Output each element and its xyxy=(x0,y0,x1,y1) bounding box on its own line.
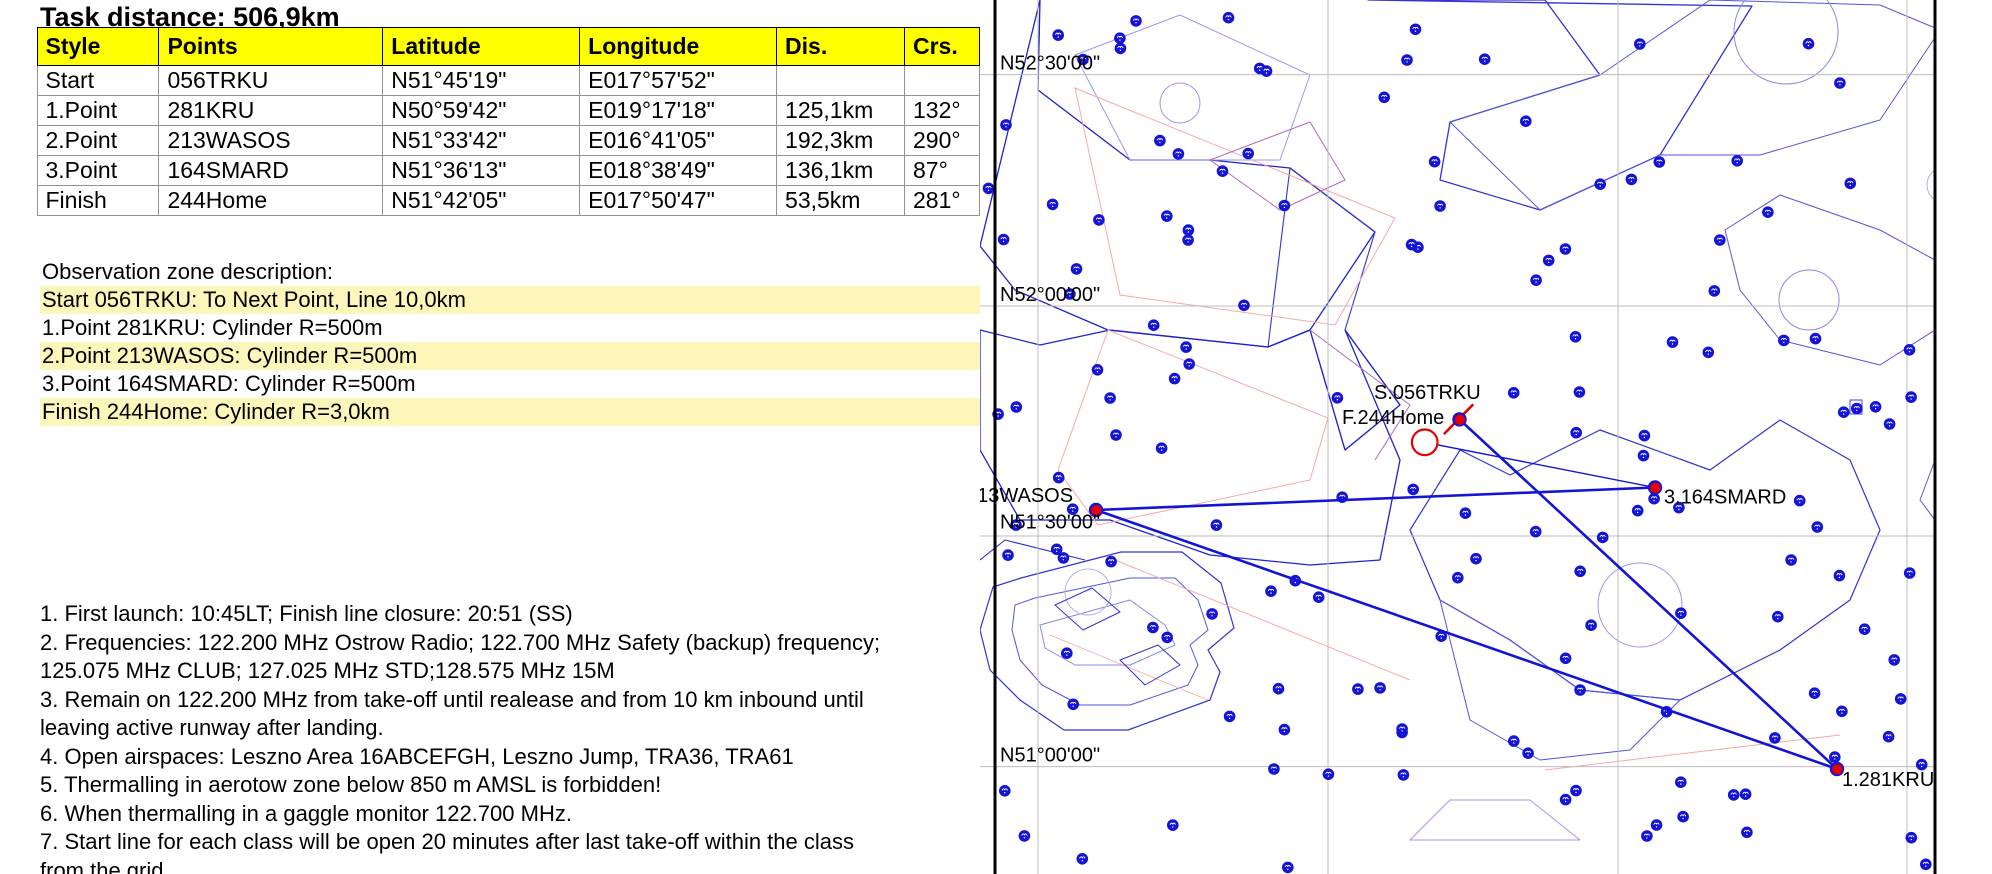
svg-text:1.281KRU: 1.281KRU xyxy=(1842,769,1934,791)
svg-text:N51°30'00": N51°30'00" xyxy=(1000,512,1100,534)
svg-text:S.056TRKU: S.056TRKU xyxy=(1374,382,1481,404)
svg-text:N52°30'00": N52°30'00" xyxy=(1000,53,1100,75)
svg-text:N51°00'00": N51°00'00" xyxy=(1000,745,1100,767)
svg-text:F.244Home: F.244Home xyxy=(1342,407,1444,429)
svg-text:N52°00'00": N52°00'00" xyxy=(1000,284,1100,306)
svg-text:3.164SMARD: 3.164SMARD xyxy=(1664,487,1786,509)
